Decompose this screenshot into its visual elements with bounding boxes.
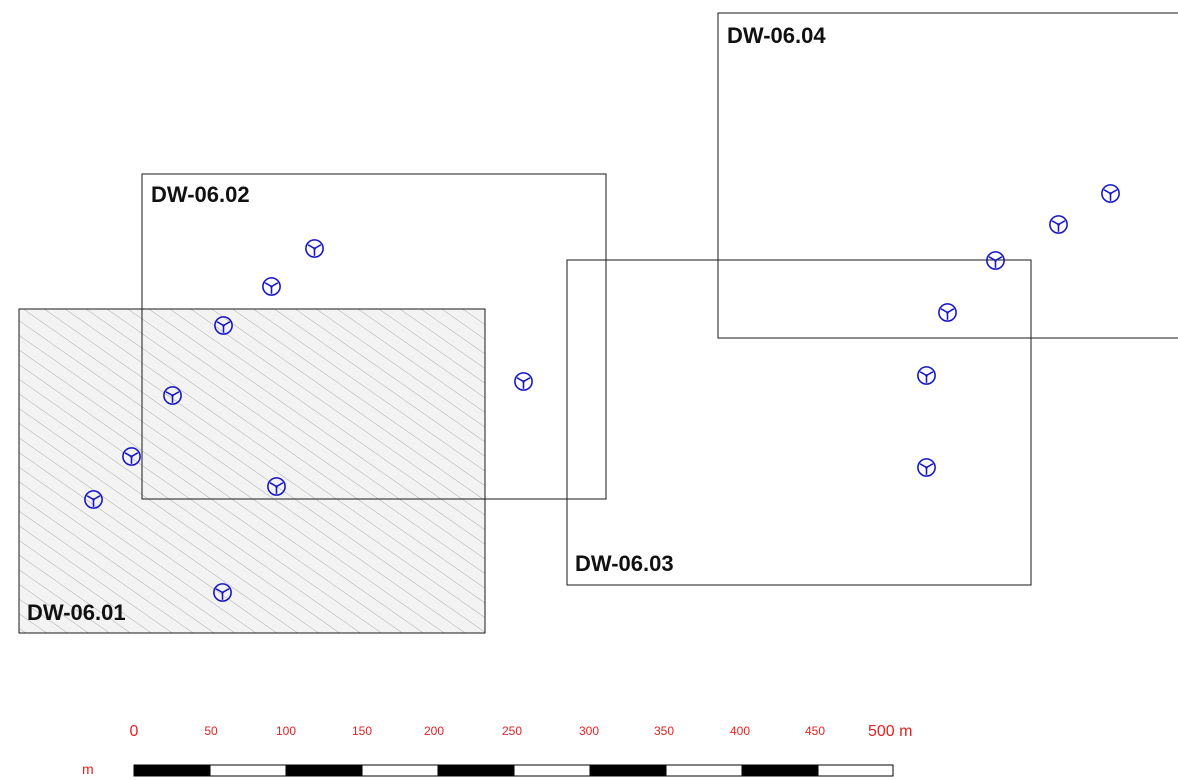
scale-segment xyxy=(589,764,667,777)
sheet-dw-06-01-label: DW-06.01 xyxy=(27,600,126,625)
scale-segment xyxy=(741,764,819,777)
scale-tick-label: 200 xyxy=(424,724,444,738)
sheet-dw-06-01[interactable]: DW-06.01 xyxy=(18,308,486,634)
sheet-dw-06-02-frame xyxy=(141,173,607,500)
scale-tick-label: 100 xyxy=(276,724,296,738)
scale-unit-label: m xyxy=(82,761,94,777)
scale-tick-label: 150 xyxy=(352,724,372,738)
sheet-dw-06-01-frame xyxy=(18,308,486,634)
scale-segment xyxy=(437,764,515,777)
wind-turbine-icon[interactable] xyxy=(938,303,957,322)
wind-turbine-icon[interactable] xyxy=(262,277,281,296)
scale-tick-label: 300 xyxy=(579,724,599,738)
scale-segment xyxy=(209,764,287,777)
scale-tick-label: 350 xyxy=(654,724,674,738)
scale-segment xyxy=(133,764,211,777)
sheet-dw-06-04-frame xyxy=(717,12,1178,339)
scale-tick-label: 250 xyxy=(502,724,522,738)
sheet-dw-06-03-label: DW-06.03 xyxy=(575,551,674,576)
sheet-dw-06-04[interactable]: DW-06.04 xyxy=(717,12,1178,339)
wind-turbine-icon[interactable] xyxy=(305,239,324,258)
wind-turbine-icon[interactable] xyxy=(1049,215,1068,234)
sheet-dw-06-04-label: DW-06.04 xyxy=(727,23,826,48)
sheet-dw-06-02-label: DW-06.02 xyxy=(151,182,250,207)
scale-segment xyxy=(285,764,363,777)
wind-turbine-icon[interactable] xyxy=(1101,184,1120,203)
scale-segment xyxy=(513,764,591,777)
wind-turbine-icon[interactable] xyxy=(514,372,533,391)
scale-tick-label: 500 m xyxy=(868,723,912,740)
scale-segment xyxy=(817,764,894,777)
sheet-dw-06-01-hatch-lines xyxy=(19,309,485,633)
sheet-dw-06-03-frame xyxy=(566,259,1032,586)
scale-tick-label: 400 xyxy=(730,724,750,738)
scale-segment xyxy=(665,764,743,777)
sheet-dw-06-03[interactable]: DW-06.03 xyxy=(566,259,1032,586)
scale-bar: m 0 50 100 150 200 250 300 350 400 450 5… xyxy=(82,723,912,777)
scale-tick-label: 0 xyxy=(130,723,139,740)
wind-turbine-icon[interactable] xyxy=(917,366,936,385)
sheet-dw-06-02[interactable]: DW-06.02 xyxy=(141,173,607,500)
wind-turbine-icon[interactable] xyxy=(917,458,936,477)
scale-tick-label: 50 xyxy=(204,724,218,738)
scale-tick-label: 450 xyxy=(805,724,825,738)
scale-segment xyxy=(361,764,439,777)
